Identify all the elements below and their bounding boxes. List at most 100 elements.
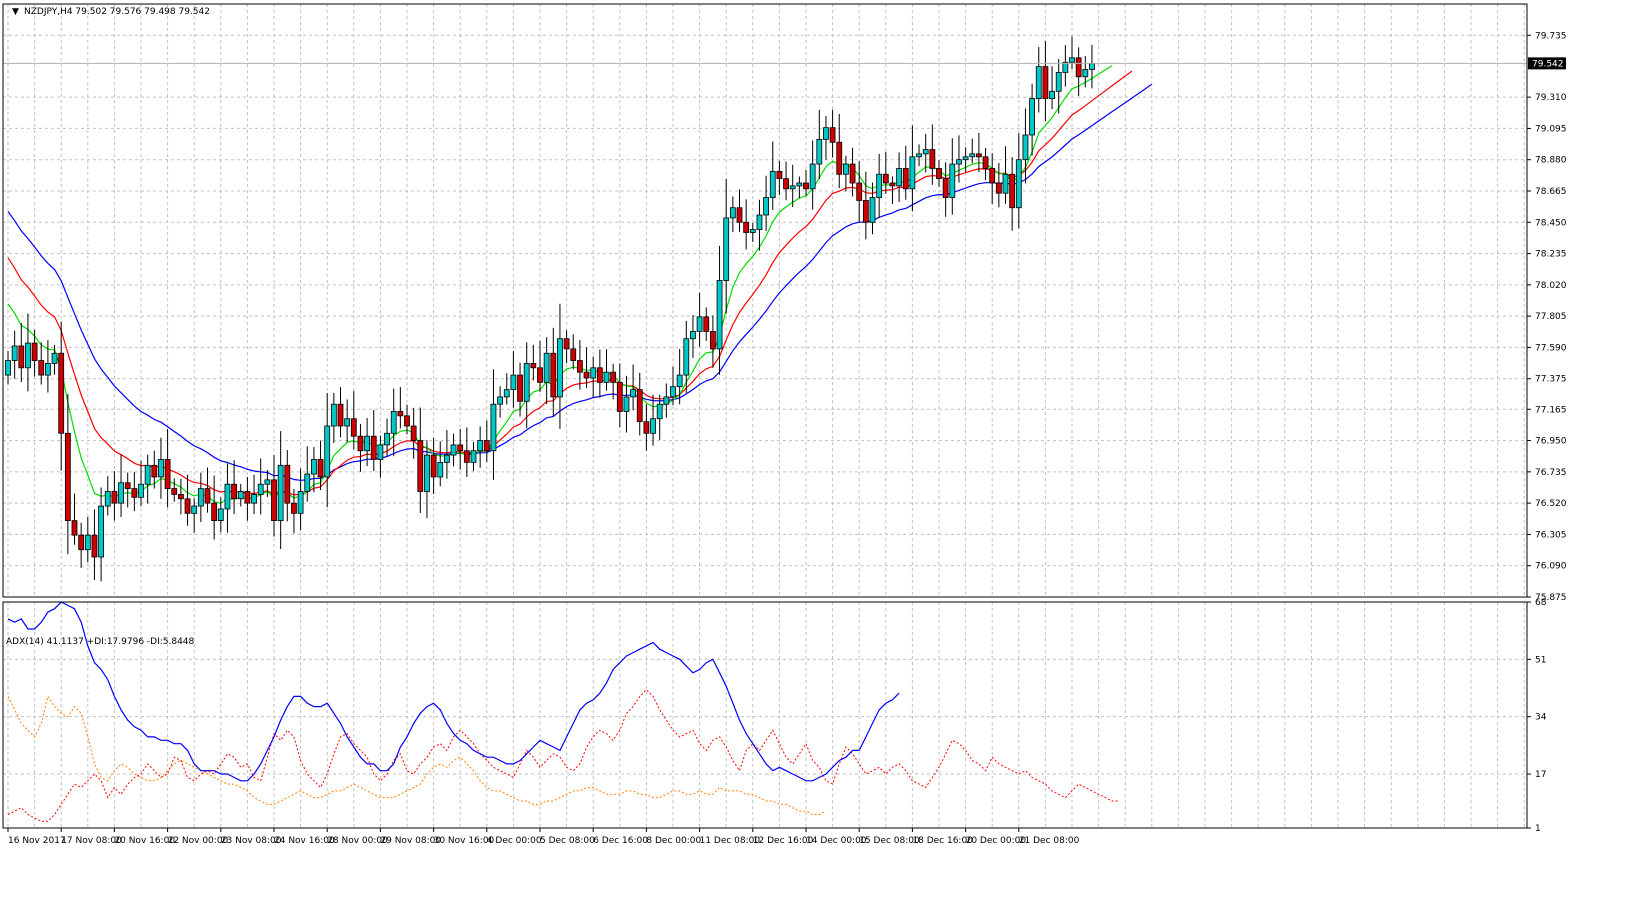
candle-body — [144, 464, 151, 485]
candle-body — [224, 483, 231, 510]
candle-body — [789, 185, 796, 190]
candle-body — [876, 173, 883, 198]
candle-body — [324, 425, 331, 478]
candle-body — [703, 316, 710, 332]
price-header: NZDJPY,H4 79.502 79.576 79.498 79.542 — [24, 7, 210, 17]
x-tick-label: 22 Nov 00:00 — [168, 836, 229, 846]
candle-body — [1022, 134, 1029, 161]
candle-body — [390, 411, 397, 434]
adx-line — [7, 601, 900, 782]
candle-body — [683, 338, 690, 376]
main-header-arrow[interactable]: ▼ — [12, 7, 19, 17]
y-tick-label: 78.665 — [1535, 187, 1567, 197]
ind-y-tick-label: 68 — [1535, 598, 1547, 608]
candle-body — [284, 464, 291, 504]
candle-body — [357, 435, 364, 452]
candle-body — [577, 360, 583, 373]
x-tick-label: 30 Nov 16:00 — [434, 836, 495, 846]
ind-y-tick-label: 1 — [1535, 824, 1541, 834]
y-tick-label: 78.880 — [1535, 156, 1567, 166]
candle-body — [909, 156, 916, 190]
candle-body — [623, 396, 630, 412]
candle-body — [78, 534, 85, 551]
y-tick-label: 77.165 — [1535, 405, 1567, 415]
candle-body — [1002, 173, 1009, 194]
candle-body — [1062, 61, 1069, 73]
candle-body — [84, 534, 91, 551]
x-tick-label: 6 Dec 16:00 — [593, 836, 648, 846]
x-tick-label: 12 Dec 16:00 — [753, 836, 814, 846]
candle-body — [956, 159, 962, 165]
current-price-label: 79.542 — [1532, 59, 1564, 69]
candle-body — [237, 491, 244, 500]
y-tick-label: 76.520 — [1535, 499, 1567, 509]
candle-body — [849, 163, 856, 184]
candle-body — [477, 440, 484, 452]
candle-body — [5, 360, 11, 376]
y-tick-label: 79.095 — [1535, 124, 1567, 134]
candle-body — [976, 153, 982, 158]
indicator-panel-frame — [2, 601, 1528, 829]
candle-body — [942, 178, 949, 198]
x-tick-label: 23 Nov 08:00 — [221, 836, 282, 846]
candle-body — [1089, 63, 1095, 70]
candle-body — [497, 396, 504, 405]
x-tick-label: 5 Dec 08:00 — [540, 836, 595, 846]
candle-body — [962, 156, 969, 161]
candle-body — [98, 505, 104, 558]
y-tick-label: 76.735 — [1535, 468, 1567, 478]
indicator-header: ADX(14) 41.1137 +DI:17.9796 -DI:5.8448 — [6, 637, 195, 647]
candle-body — [184, 498, 191, 514]
y-tick-label: 78.235 — [1535, 250, 1567, 260]
ind-y-tick-label: 51 — [1535, 655, 1546, 665]
x-tick-label: 15 Dec 08:00 — [859, 836, 920, 846]
candle-body — [191, 505, 198, 514]
candle-body — [177, 494, 184, 500]
candle-body — [769, 170, 776, 198]
candle-body — [922, 149, 929, 155]
candle-body — [483, 440, 490, 452]
candle-body — [949, 163, 956, 198]
candle-body — [902, 168, 909, 190]
candle-body — [204, 488, 211, 504]
candle-body — [91, 534, 98, 558]
candle-body — [104, 491, 111, 507]
x-tick-label: 20 Nov 16:00 — [114, 836, 175, 846]
candle-body — [743, 221, 750, 233]
candle-body — [45, 363, 51, 376]
minus-di-line — [7, 688, 1119, 822]
x-tick-label: 21 Dec 08:00 — [1019, 836, 1080, 846]
candle-body — [410, 425, 417, 441]
candle-body — [929, 149, 936, 169]
candle-body — [31, 342, 38, 361]
candle-body — [843, 163, 849, 175]
candle-body — [364, 435, 371, 452]
candle-body — [71, 520, 78, 536]
x-tick-label: 4 Dec 00:00 — [487, 836, 542, 846]
candle-body — [856, 182, 863, 201]
candle-body — [809, 163, 816, 190]
y-tick-label: 79.310 — [1535, 93, 1567, 103]
y-tick-label: 77.375 — [1535, 375, 1567, 385]
candle-body — [264, 479, 271, 485]
candle-body — [869, 197, 876, 223]
candle-body — [596, 367, 603, 383]
x-tick-label: 28 Nov 00:00 — [327, 836, 388, 846]
candle-body — [583, 371, 590, 379]
candle-body — [138, 483, 144, 498]
x-tick-label: 16 Nov 2017 — [8, 836, 66, 846]
ma-slow-line — [7, 83, 1153, 481]
ind-y-tick-label: 17 — [1535, 770, 1546, 780]
candle-body — [969, 153, 976, 158]
candle-body — [882, 173, 889, 184]
candle-body — [823, 127, 829, 140]
candle-body — [197, 488, 204, 507]
x-tick-label: 14 Dec 00:00 — [806, 836, 867, 846]
candle-body — [11, 345, 18, 361]
y-tick-label: 76.090 — [1535, 562, 1567, 572]
candle-body — [636, 389, 643, 423]
candle-body — [370, 435, 377, 460]
x-tick-label: 17 Nov 08:00 — [61, 836, 122, 846]
